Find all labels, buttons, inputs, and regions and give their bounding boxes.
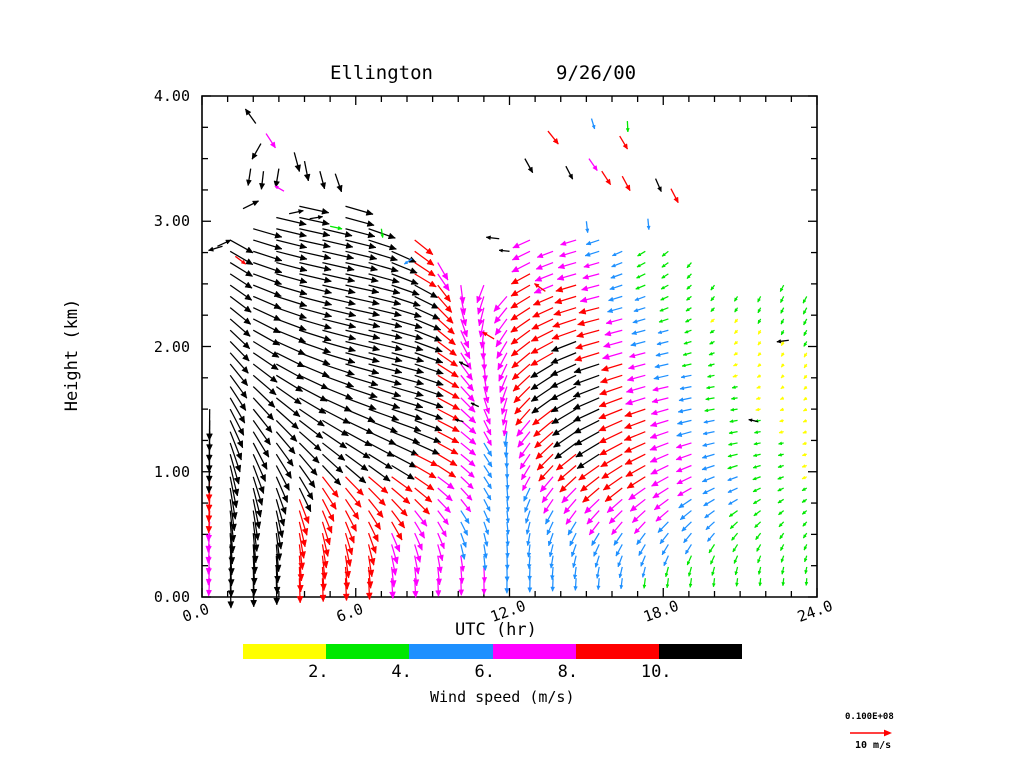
colorbar-tick-label: 4. (391, 662, 412, 682)
wind-profile-column (389, 250, 425, 600)
wind-profile-column (510, 239, 533, 593)
y-axis-label: Height (km) (62, 298, 82, 412)
axis-ticks (201, 95, 818, 598)
wind-profile-column (701, 284, 716, 588)
wind-profile-column (649, 250, 670, 589)
y-tick-label: 0.00 (153, 588, 190, 606)
reference-vector-value: 0.100E+08 (845, 712, 894, 722)
wind-profile-column (752, 296, 763, 587)
colorbar-tick-label: 2. (308, 662, 329, 682)
wind-profile-column (801, 296, 809, 587)
colorbar-tick-label: 6. (474, 662, 495, 682)
colorbar-segment-10+ (658, 644, 743, 659)
wind-profile-column (777, 284, 786, 587)
colorbar-segment-2-4 (326, 644, 410, 659)
wind-profile-column (458, 285, 477, 596)
axis-frame (201, 95, 818, 598)
wind-profile-column (296, 205, 333, 604)
wind-profile-column (476, 284, 493, 595)
wind-profile-column (493, 295, 511, 594)
colorbar-segment-0-2 (243, 644, 327, 659)
wind-profile-column (623, 250, 647, 589)
chart-title-station: Ellington (330, 62, 433, 84)
chart-title-date: 9/26/00 (556, 62, 637, 84)
upper-air-vectors (207, 108, 789, 423)
y-tick-label: 2.00 (153, 337, 190, 356)
colorbar-segment-4-6 (409, 644, 493, 659)
wind-profile-column (598, 250, 624, 590)
colorbar-label: Wind speed (m/s) (430, 688, 575, 706)
wind-profile-column (319, 228, 357, 603)
wind-profile-column (412, 239, 444, 599)
wind-profile-column (205, 409, 213, 597)
y-tick-label: 4.00 (153, 87, 190, 105)
wind-vectors (205, 108, 809, 609)
colorbar-tick-label: 8. (557, 662, 579, 682)
wind-speed-colorbar (243, 644, 743, 659)
x-axis-label: UTC (hr) (455, 620, 537, 640)
reference-vector-units: 10 m/s (855, 740, 892, 751)
wind-profile-column (227, 239, 254, 609)
wind-profile-column (675, 262, 693, 588)
colorbar-segment-6-8 (492, 644, 576, 659)
wind-profile-column (727, 296, 739, 587)
wind-profile-column (342, 205, 381, 602)
wind-profile-column (572, 239, 601, 591)
wind-profile-column (250, 228, 283, 608)
wind-profile-column (273, 216, 308, 606)
colorbar-segment-8-10 (575, 644, 659, 659)
colorbar-tick-label: 10. (640, 662, 672, 682)
wind-profile-column (530, 250, 556, 592)
wind-profile-column (550, 239, 578, 592)
reference-vector-arrow (850, 729, 892, 737)
y-tick-label: 3.00 (153, 212, 190, 231)
y-tick-label: 1.00 (153, 462, 190, 481)
